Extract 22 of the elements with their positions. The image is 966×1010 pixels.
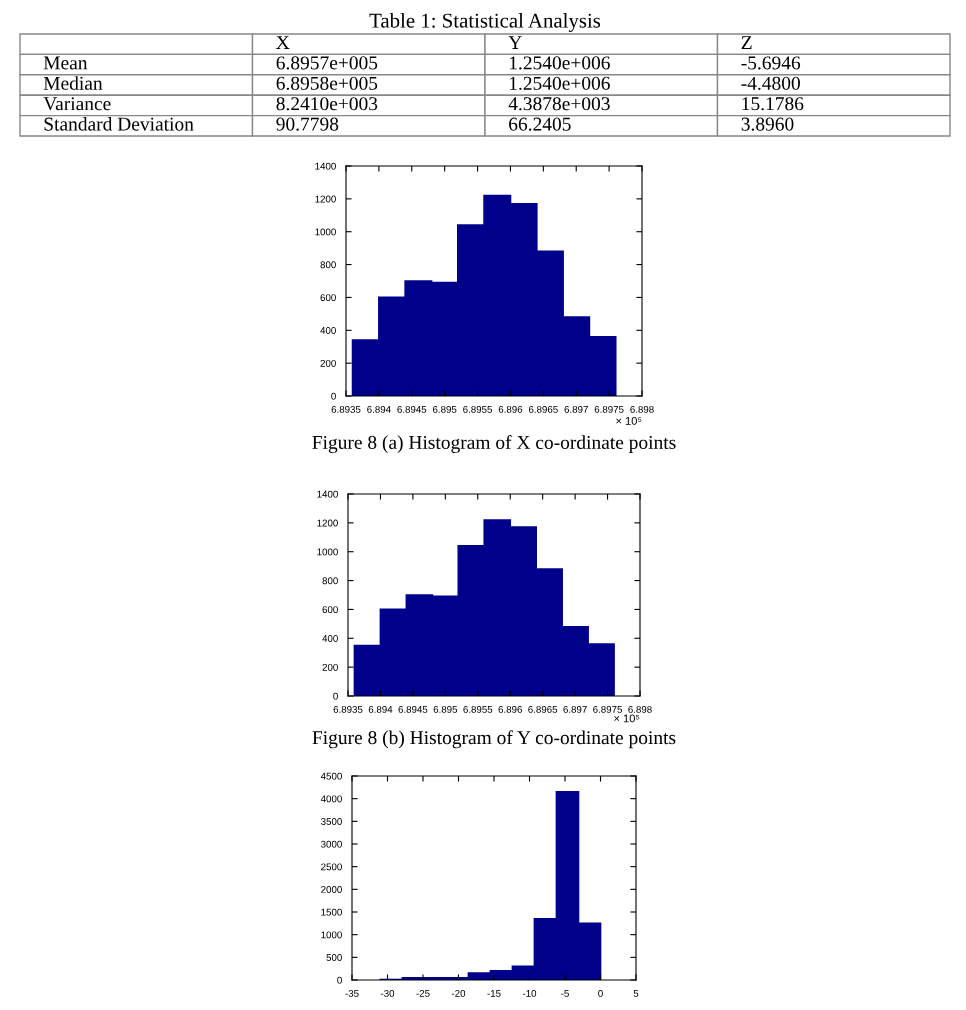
text: Figure 8 (a) Histogram of X co-ordinate points: [312, 435, 676, 453]
category-label: Standard Deviation: [44, 116, 194, 131]
text: Table 1: Statistical Analysis: [369, 13, 601, 32]
text: 8.2410e+003: [276, 97, 378, 111]
text: 90.7798: [276, 117, 339, 131]
text: 15.1786: [742, 97, 804, 111]
category-label: Median: [43, 76, 103, 90]
text: 1.2540e+006: [509, 56, 610, 70]
text: Figure 8 (b) Histogram of Y co-ordinate points: [312, 730, 676, 749]
text: 6.8957e+005: [276, 56, 378, 70]
text: -5.6946: [741, 56, 801, 70]
text: 66.2405: [509, 117, 571, 131]
category-label: Y: [508, 36, 522, 49]
text: 6.8958e+005: [276, 76, 378, 90]
text: 1.2540e+006: [509, 76, 610, 90]
text: 4.3878e+003: [508, 97, 610, 111]
category-label: Mean: [43, 56, 88, 70]
category-label: Z: [741, 36, 752, 49]
category-label: Variance: [43, 97, 111, 111]
text: 3.8960: [741, 117, 794, 131]
text: -4.4800: [741, 76, 800, 90]
category-label: X: [276, 36, 290, 49]
